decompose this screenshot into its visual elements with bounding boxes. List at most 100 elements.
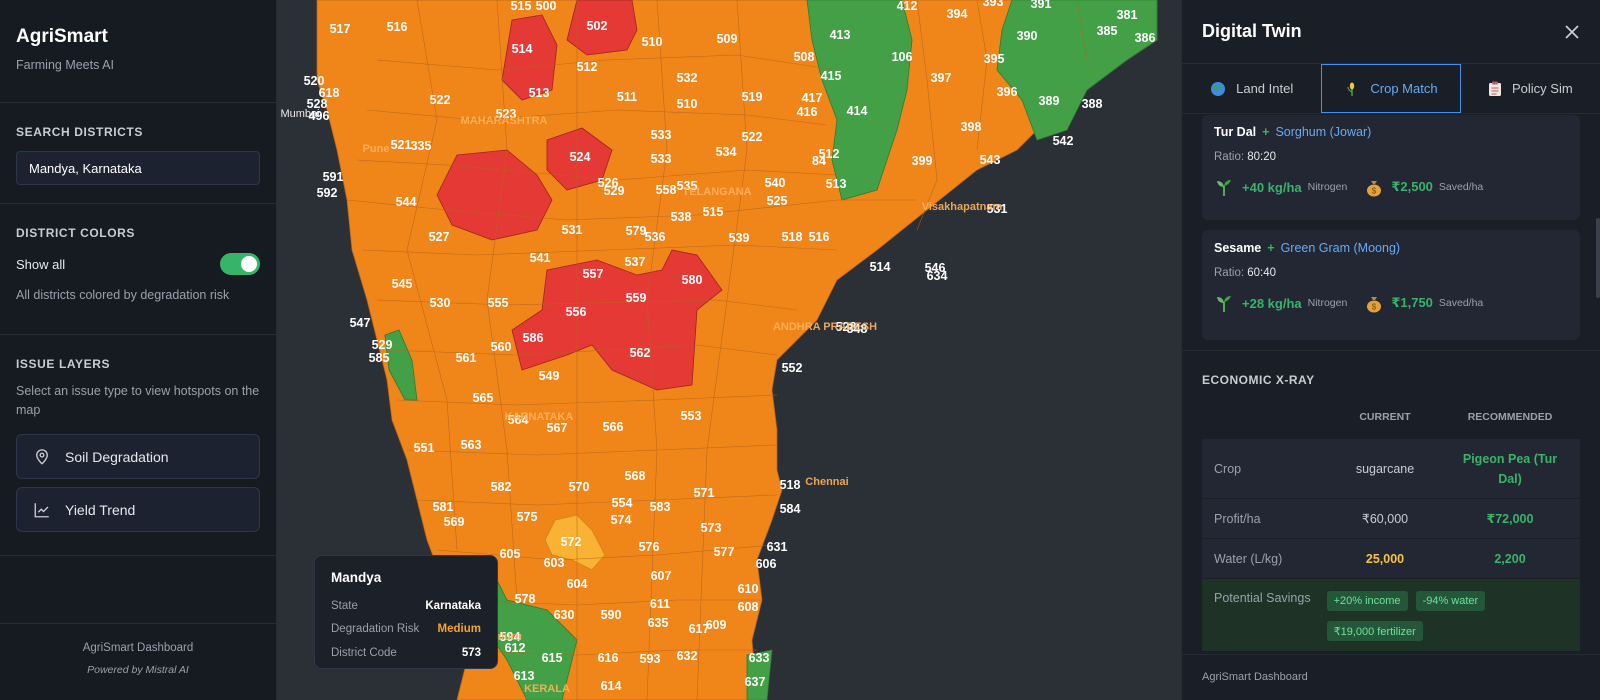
panel-title: Digital Twin (1202, 21, 1302, 41)
district-label: 615 (542, 651, 563, 665)
ratio-label: Ratio: (1214, 151, 1245, 163)
tab-land-intel[interactable]: Land Intel (1182, 64, 1321, 113)
district-label: 335 (411, 139, 432, 153)
region-east-green (806, 0, 913, 201)
district-label: 524 (570, 150, 591, 164)
econ-current: sugarcane (1355, 461, 1415, 476)
nitrogen-value: +28 kg/ha (1242, 295, 1302, 311)
district-524 (546, 127, 613, 191)
panel-scrollbar[interactable] (1596, 218, 1600, 298)
district-label: 542 (1053, 134, 1074, 148)
district-map[interactable]: 516 515 500 502 510 509 508 413 412 394 393 391 381 3… (277, 0, 1181, 700)
district-label: 518 (780, 478, 801, 492)
pairing-partner: Green Gram (Moong) (1280, 241, 1401, 255)
tab-crop-match-label: Crop Match (1370, 81, 1438, 96)
district-colors-description: All districts colored by degradation ris… (16, 288, 230, 302)
seedling-icon (1217, 180, 1231, 196)
district-label: 500 (536, 0, 557, 13)
district-573-mandya[interactable] (544, 514, 606, 571)
district-label: 388 (1082, 97, 1103, 111)
district-label: 553 (681, 409, 702, 423)
district-label: 523 (496, 107, 517, 121)
district-label: 562 (630, 346, 651, 360)
district-label: 579 (626, 224, 647, 238)
district-label: 525 (767, 194, 788, 208)
tab-policy-sim[interactable]: Policy Sim (1461, 64, 1600, 113)
plus-icon: + (1267, 241, 1275, 255)
district-label: 571 (694, 486, 715, 500)
pairing-title: Tur Dal + Sorghum (Jowar) (1214, 125, 1568, 139)
district-label: 508 (794, 50, 815, 64)
district-label: 394 (947, 7, 968, 21)
district-label: 526 (598, 176, 619, 190)
soil-degradation-button[interactable]: Soil Degradation (16, 434, 260, 479)
sidebar-footer: AgriSmart Dashboard Powered by Mistral A… (0, 623, 276, 700)
district-label: 617 (689, 622, 710, 636)
tab-crop-match[interactable]: Crop Match (1321, 64, 1461, 113)
district-label: 516 (387, 20, 408, 34)
district-label: 552 (782, 361, 803, 375)
district-label: 549 (539, 369, 560, 383)
district-label: 528 (836, 320, 857, 334)
district-label: 528 (307, 97, 328, 111)
district-label: 522 (742, 130, 763, 144)
crop-pairing-card: Sesame + Green Gram (Moong) Ratio: 60:40 +… (1202, 230, 1580, 340)
district-colors-title: DISTRICT COLORS (16, 226, 135, 240)
issue-layers-description: Select an issue type to view hotspots on… (16, 384, 260, 417)
district-label: 547 (350, 316, 371, 330)
pairing-ratio: Ratio: 60:40 (1214, 267, 1568, 279)
district-label: 389 (1039, 94, 1060, 108)
panel-scroll-area[interactable]: Tur Dal + Sorghum (Jowar) Ratio: 80:20 +40… (1182, 115, 1600, 654)
potential-savings-label: Potential Savings (1214, 591, 1311, 605)
region-label: Visakhapatnam (922, 201, 1003, 213)
sidebar-footer-title: AgriSmart Dashboard (82, 642, 194, 654)
close-icon[interactable] (1564, 24, 1580, 40)
district-search-input[interactable] (29, 160, 247, 176)
district-cluster-559 (511, 249, 723, 391)
pairing-metrics: +28 kg/ha Nitrogen $ ₹1,750 Saved/ha (1214, 293, 1568, 313)
district-label: 605 (500, 547, 521, 561)
district-label: 548 (847, 322, 868, 336)
district-label: 515 (511, 0, 532, 13)
search-section-title: SEARCH DISTRICTS (16, 125, 143, 139)
savings-chip: ₹19,000 fertilizer (1326, 621, 1423, 641)
ratio-label: Ratio: (1214, 267, 1245, 279)
panel-header: Digital Twin (1182, 0, 1600, 64)
show-all-toggle[interactable] (220, 253, 260, 275)
econ-row-water: Water (L/kg) 25,000 2,200 (1202, 539, 1580, 579)
district-label: 516 (809, 230, 830, 244)
district-label: 417 (802, 91, 823, 105)
district-label: 610 (738, 582, 759, 596)
tooltip-risk-label: Degradation Risk (331, 623, 420, 636)
yield-trend-button[interactable]: Yield Trend (16, 487, 260, 532)
district-label: 543 (980, 153, 1001, 167)
ratio-value: 60:40 (1247, 267, 1277, 279)
search-box[interactable] (16, 151, 260, 185)
district-label: 634 (927, 269, 948, 283)
region-west-coast-green (384, 329, 418, 401)
econ-recommended: ₹72,000 (1486, 512, 1534, 526)
region-label: Mumbai (280, 108, 319, 120)
district-label: 632 (677, 649, 698, 663)
pairing-crop: Tur Dal (1214, 125, 1257, 139)
district-label: 393 (983, 0, 1004, 9)
district-label: 530 (430, 296, 451, 310)
district-label: 558 (656, 183, 677, 197)
crop-pairing-card: Tur Dal + Sorghum (Jowar) Ratio: 80:20 +40… (1202, 115, 1580, 220)
district-label: 594 (500, 630, 521, 644)
region-label: KARNATAKA (505, 411, 574, 423)
district-label: 567 (547, 421, 568, 435)
map-canvas[interactable]: 516 515 500 502 510 509 508 413 412 394 393 391 381 3… (277, 0, 1181, 700)
district-label: 529 (372, 338, 393, 352)
district-label: 570 (569, 480, 590, 494)
district-label: 84 (812, 154, 826, 168)
district-label: 563 (461, 438, 482, 452)
district-label: 515 (703, 205, 724, 219)
district-502 (566, 0, 638, 56)
issue-layers-title: ISSUE LAYERS (16, 357, 111, 371)
economic-xray-table: CURRENT RECOMMENDED Crop sugarcane Pigeo… (1202, 403, 1580, 651)
savings-chip: -94% water (1415, 591, 1486, 611)
district-label: 630 (554, 608, 575, 622)
district-label: 577 (714, 545, 735, 559)
district-label: 390 (1017, 29, 1038, 43)
